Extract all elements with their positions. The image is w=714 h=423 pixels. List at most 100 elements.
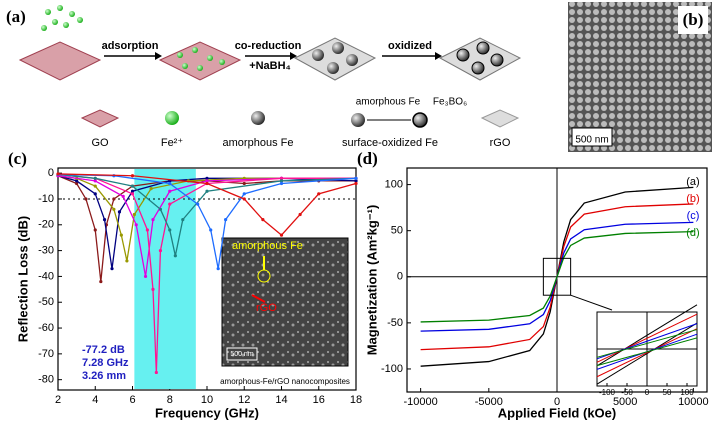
- x-tick-label: 2: [55, 394, 61, 406]
- y-axis-label: Magnetization (Am²kg⁻¹): [364, 205, 379, 356]
- arrow-heads: [155, 52, 442, 60]
- point: [130, 192, 135, 196]
- point: [151, 218, 155, 222]
- go-icon: [80, 109, 120, 128]
- inset-curve: [596, 313, 698, 363]
- inset-label: amorphous Fe: [232, 240, 303, 252]
- inset-tick-label: -100: [599, 388, 616, 397]
- point: [279, 181, 284, 186]
- zoom-arrow: [570, 294, 613, 311]
- point: [93, 192, 97, 196]
- fe-icon: [251, 111, 265, 125]
- point: [196, 202, 200, 206]
- x-tick-label: 12: [238, 394, 250, 406]
- point: [112, 207, 116, 211]
- x-tick-label: 8: [167, 394, 173, 406]
- legend-label: rGO: [490, 137, 511, 149]
- y-axis-label: Reflection Loss (dB): [15, 216, 30, 342]
- bandwidth: [134, 169, 196, 389]
- legend-label: (d): [686, 227, 699, 239]
- point: [205, 179, 209, 183]
- y-tick-label: 100: [385, 178, 403, 190]
- y-tick-label: -50: [38, 296, 54, 308]
- point: [93, 176, 97, 180]
- point: [130, 189, 135, 193]
- fe-ions: [177, 47, 225, 71]
- point: [224, 218, 228, 222]
- inset-tick-label: 0: [645, 388, 650, 397]
- go-dots: [41, 5, 83, 31]
- point: [354, 176, 358, 180]
- x-tick-label: 5000: [613, 396, 637, 408]
- y-tick-label: -70: [38, 348, 54, 360]
- point: [205, 189, 209, 193]
- point: [130, 174, 135, 178]
- oxidized-particles: [456, 41, 504, 75]
- plots: 2 4 6 8 10 12 14 16 18 0 -10 -20 -30 -40 -50 -60 -70 -80 F…: [8, 149, 709, 421]
- point: [279, 176, 284, 180]
- y-tick-label: -10: [38, 193, 54, 205]
- point: [130, 184, 135, 188]
- point: [154, 370, 158, 375]
- point: [117, 210, 122, 214]
- step-label: +NaBH₄: [249, 60, 291, 72]
- go-sheet: [18, 41, 102, 81]
- point: [143, 274, 148, 279]
- y-tick-label: -40: [38, 270, 54, 282]
- point: [242, 192, 246, 196]
- inset-tick-label: -50: [621, 388, 633, 397]
- step-label: oxidized: [388, 40, 432, 52]
- legend-label: GO: [91, 137, 109, 149]
- point: [173, 254, 177, 258]
- point: [149, 187, 153, 191]
- point: [75, 179, 79, 183]
- inset-caption: amorphous-Fe/rGO nanocomposites: [220, 377, 350, 386]
- step-label: co-reduction: [235, 40, 302, 52]
- inset-tick-label: 50: [663, 388, 672, 397]
- point: [216, 267, 220, 271]
- rgo-sheet: [293, 37, 377, 81]
- y-tick-label: -100: [381, 363, 403, 375]
- go-sheet: [158, 41, 242, 81]
- point: [56, 172, 60, 176]
- y-tick-label: 0: [48, 167, 54, 179]
- fe-icon: [165, 111, 179, 125]
- y-tick-label: -50: [387, 317, 403, 329]
- inset-curve: [596, 329, 698, 358]
- point: [354, 181, 358, 186]
- legend-label: (b): [686, 193, 699, 205]
- x-axis-label: Frequency (GHz): [155, 405, 259, 420]
- point: [158, 249, 163, 253]
- annotation: 3.26 mm: [82, 370, 126, 382]
- point: [93, 179, 97, 183]
- scale-box: [571, 127, 613, 147]
- scale-label: 500 nm: [575, 135, 608, 146]
- point: [354, 179, 358, 183]
- fe-particles: [312, 42, 358, 74]
- point: [125, 259, 129, 263]
- inset-curve: [596, 304, 698, 367]
- point: [84, 197, 88, 201]
- annotation: 7.28 GHz: [82, 357, 129, 369]
- point: [279, 233, 284, 237]
- point: [132, 212, 136, 217]
- legend-label: surface-oxidized Fe: [342, 137, 438, 149]
- curve: [420, 230, 694, 323]
- oxfe-icon: [412, 112, 428, 128]
- legend-label: (a): [686, 176, 699, 188]
- point: [168, 181, 172, 186]
- point: [99, 279, 103, 284]
- y-tick-label: -60: [38, 322, 54, 334]
- panel-label: (c): [8, 149, 27, 168]
- label-box: [678, 6, 708, 34]
- schematic: (a) adsorption co-reduction +NaBH₄ oxidi…: [6, 5, 522, 149]
- point: [168, 189, 172, 193]
- point: [112, 197, 116, 201]
- inset-curve: [596, 337, 698, 367]
- rgo-icon: [480, 109, 520, 128]
- inset-curve: [596, 328, 698, 378]
- rgo-sheet: [438, 37, 522, 81]
- point: [317, 192, 321, 196]
- y-tick-label: 0: [397, 271, 403, 283]
